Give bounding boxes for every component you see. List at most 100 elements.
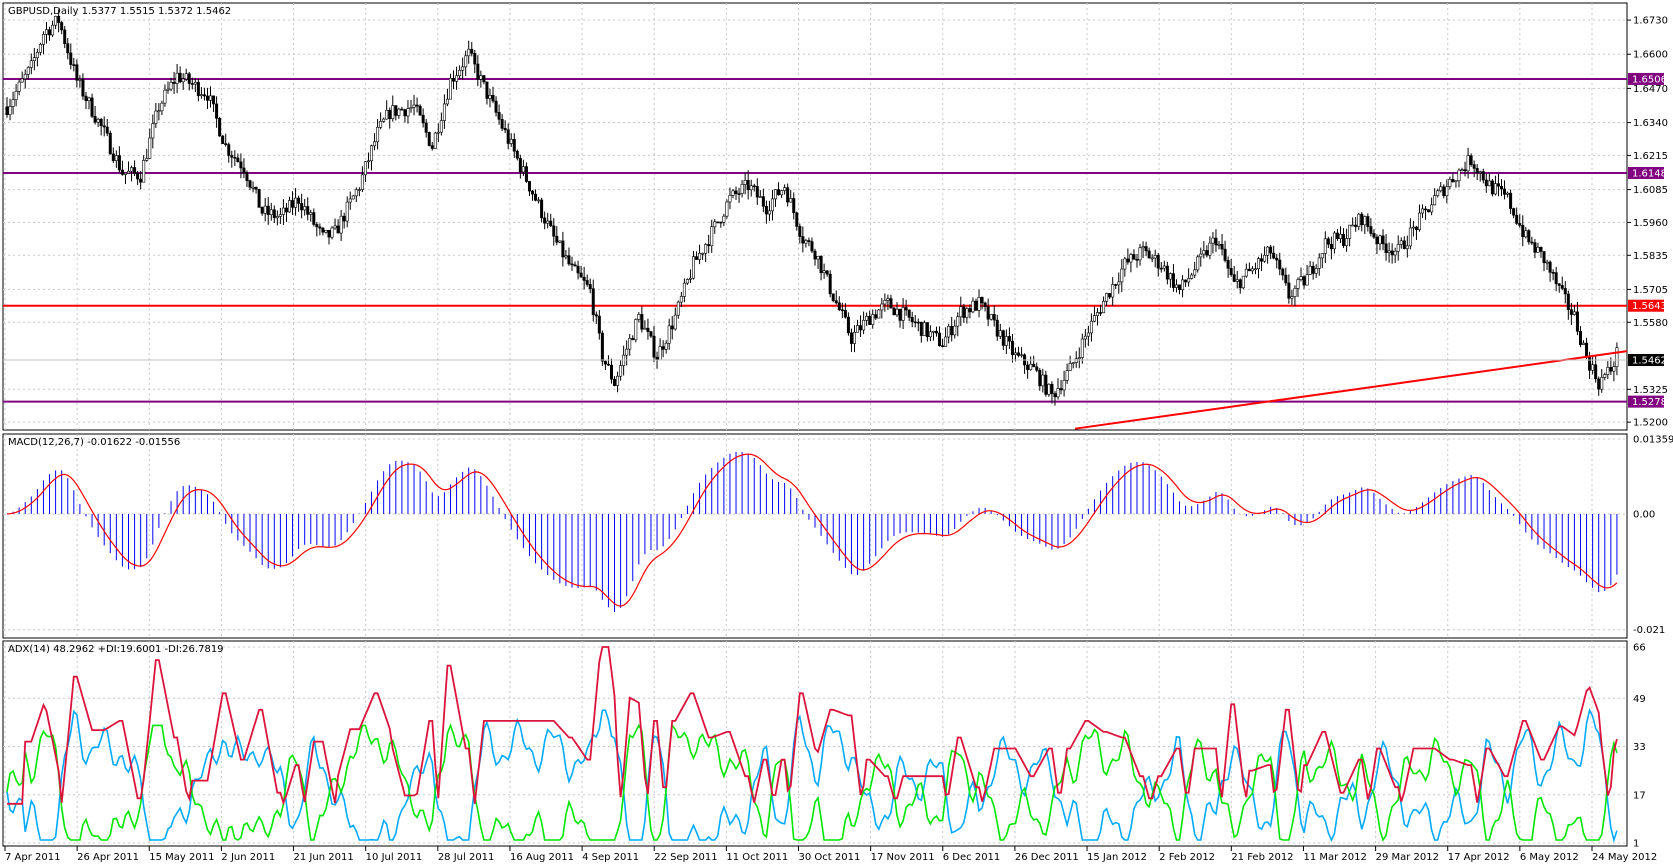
macd-panel[interactable] [2,433,1628,639]
date-tick-label: 4 Sep 2011 [582,852,639,863]
horizontal-levels[interactable]: 1.6506 1.6148 1.5643 1.5278 [3,72,1667,408]
candle-body [810,241,814,252]
candle-body [786,187,790,203]
candle-body [679,296,683,303]
candle-body [1454,180,1458,183]
candle-body [606,363,610,366]
candle-body [1478,171,1482,174]
candle-body [1099,312,1103,314]
candle-body [868,315,872,325]
candle-body [130,167,134,172]
candle-body [588,284,592,289]
candle-body [688,277,692,280]
candle-body [1174,284,1178,288]
candle-body [1433,195,1437,206]
adx-panel[interactable] [2,640,1628,847]
candle-body [722,215,726,223]
candle-body [379,121,383,128]
candle-body [287,200,291,213]
candle-body [1089,320,1093,334]
candle-body [746,180,750,191]
candle-body [1250,268,1254,272]
candle-body [1080,338,1084,358]
candle-body [1035,366,1039,371]
candle-body [1436,190,1440,196]
candle-body [1411,226,1415,229]
candle-body [105,126,109,134]
macd-tick-label: -0.021 [1633,625,1665,636]
candle-body [755,186,759,198]
price-tick-label: 1.6085 [1633,185,1668,196]
candle-body [1050,383,1054,394]
price-tick-label: 1.6470 [1633,84,1668,95]
level-tag [1628,167,1664,180]
candle-body [980,296,984,304]
candle-body [886,298,890,301]
trendline[interactable] [1074,350,1628,430]
candle-body [1326,238,1330,245]
candle-body [324,229,328,233]
candle-body [388,109,392,120]
candle-body [515,150,519,159]
price-axis: 1.6730 1.6600 1.6470 1.6340 1.6215 1.6085 1.59… [1627,16,1668,429]
candle-body [1190,274,1194,279]
candle-body [798,226,802,237]
candle-body [166,88,170,91]
macd-histogram [12,451,1618,612]
candle-body [543,217,547,224]
candle-body [795,212,799,227]
candle-body [1059,388,1063,391]
candle-body [1253,268,1257,271]
candle-body [360,174,364,190]
date-tick-label: 11 Oct 2011 [726,852,788,863]
candle-body [157,110,161,113]
candle-body [1065,370,1069,381]
candle-body [315,224,319,228]
candle-body [889,298,893,309]
level-tag [1628,299,1664,312]
candle-body [637,314,641,320]
candle-body [242,167,246,174]
candle-body [856,325,860,333]
candle-body [534,193,538,201]
candle-body [1071,362,1075,364]
candle-body [1369,226,1373,234]
candle-body [558,240,562,243]
candle-body [1123,258,1127,270]
adx-tick-label: 66 [1633,643,1646,654]
candle-body [172,81,176,84]
adx-plus-di-line [6,723,1618,842]
candle-body [230,155,234,158]
candle-body [327,229,331,238]
candle-body [1408,227,1412,247]
candle-body [151,123,155,139]
candle-body [485,81,489,99]
price-tick-label: 1.5835 [1633,251,1668,262]
candle-body [816,256,820,260]
candle-body [221,135,225,144]
candle-body [1572,311,1576,315]
candle-body [224,143,228,145]
candle-body [1591,364,1595,371]
candle-body [233,156,237,159]
candle-body [1442,186,1446,197]
candle-body [928,331,932,338]
candle-body [1241,275,1245,289]
candle-body [1384,243,1388,253]
candle-body [1402,240,1406,249]
candle-body [494,100,498,113]
candle-body [154,110,158,124]
candle-body [1363,216,1367,226]
price-panel[interactable] [2,2,1628,431]
candle-body [330,227,334,238]
candle-body [297,197,301,204]
candle-body [1396,243,1400,252]
candle-body [212,95,216,105]
candle-body [1029,363,1033,370]
candle-body [1272,252,1276,259]
candle-body [1487,180,1491,187]
candle-body [728,195,732,203]
macd-tick-label: 0.01359 [1633,435,1673,446]
candle-body [652,335,656,358]
